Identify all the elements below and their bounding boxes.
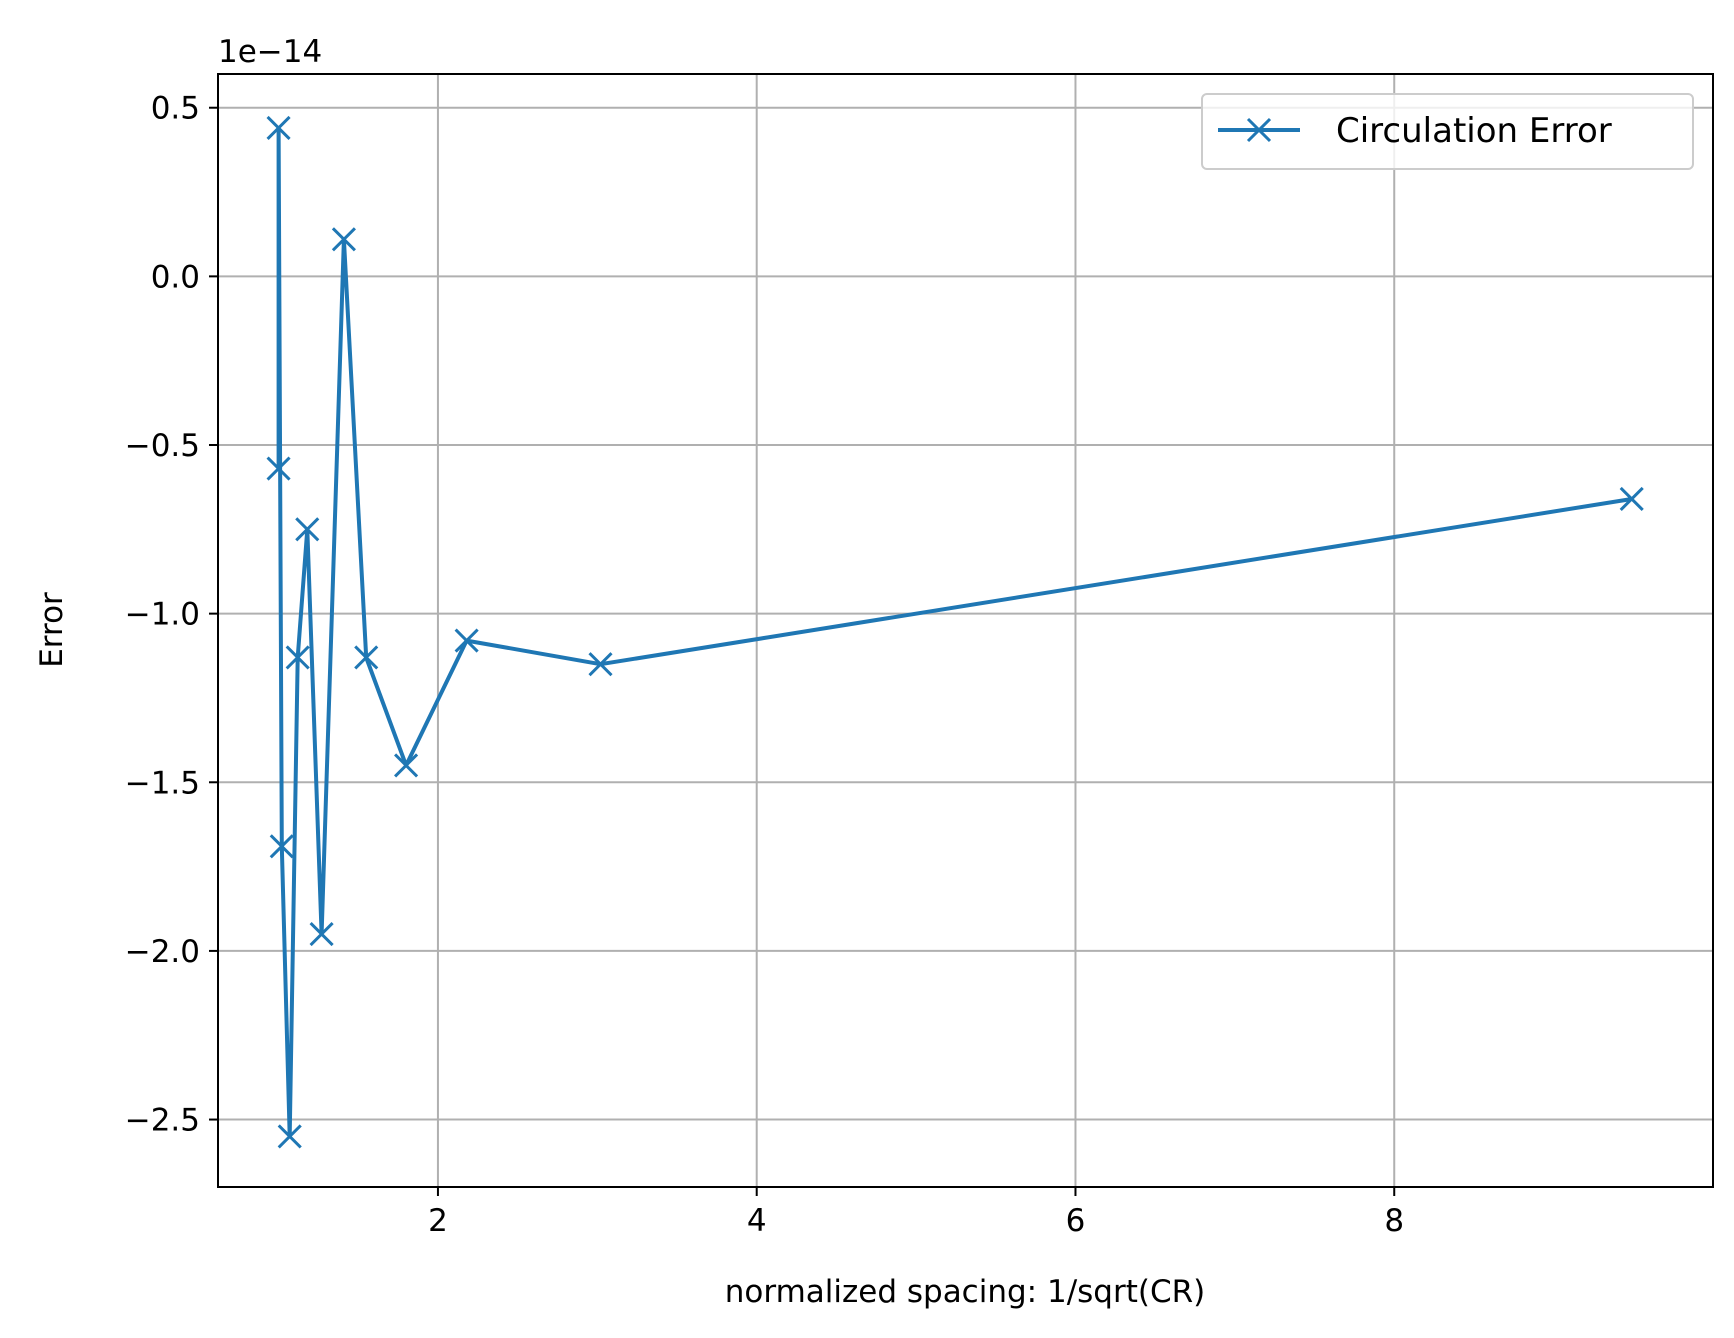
data-point-marker <box>285 645 310 670</box>
ticks: 2 4 6 8 0.5 0.0 −0.5 −1.0 −1.5 −2.0 −2.5 <box>125 91 1404 1239</box>
plot-frame <box>217 73 1714 1188</box>
data-point-marker <box>266 115 291 141</box>
y-axis-label: Error <box>34 592 70 668</box>
y-tick-label: −2.0 <box>125 934 200 970</box>
x-axis-label: normalized spacing: 1/sqrt(CR) <box>725 1274 1206 1310</box>
data-point-marker <box>331 227 356 252</box>
data-point-marker <box>454 628 479 653</box>
data-point-marker <box>354 645 379 670</box>
data-point-marker <box>588 652 613 677</box>
x-tick-label: 2 <box>428 1203 448 1239</box>
x-tick-label: 6 <box>1066 1203 1086 1239</box>
data-point-marker <box>277 1124 302 1149</box>
data-point-marker <box>309 921 334 947</box>
series-layer <box>266 115 1644 1149</box>
legend-marker-x-icon <box>1246 117 1272 143</box>
y-tick-label: 0.0 <box>151 259 200 295</box>
data-point-marker <box>394 753 419 778</box>
legend-box <box>1201 93 1694 170</box>
offset-text: 1e−14 <box>218 34 322 70</box>
y-tick-label: −2.5 <box>125 1103 200 1139</box>
y-tick-label: 0.5 <box>151 91 200 127</box>
y-tick-label: −1.0 <box>125 597 200 633</box>
x-tick-label: 8 <box>1384 1203 1404 1239</box>
data-point-marker <box>1619 486 1644 512</box>
legend-label: Circulation Error <box>1336 111 1612 151</box>
data-point-marker <box>266 456 291 481</box>
grid <box>218 74 1713 1187</box>
data-point-marker <box>295 517 320 542</box>
y-tick-label: −0.5 <box>125 428 200 464</box>
legend: Circulation Error <box>1201 93 1694 170</box>
data-point-marker <box>269 834 294 859</box>
y-tick-label: −1.5 <box>125 765 200 801</box>
x-tick-label: 4 <box>747 1203 767 1239</box>
